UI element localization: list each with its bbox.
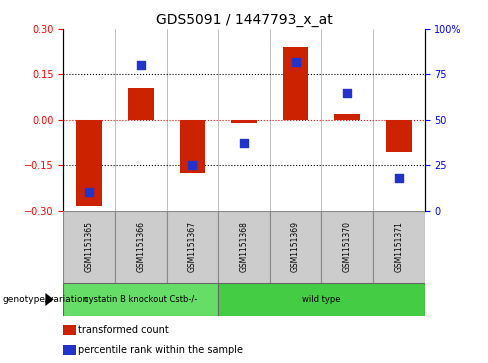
Point: [343, 90, 351, 95]
Bar: [63, 211, 115, 283]
Text: GSM1151367: GSM1151367: [188, 221, 197, 272]
Bar: [76, 120, 102, 206]
Text: GSM1151369: GSM1151369: [291, 221, 300, 272]
Point: [240, 140, 248, 146]
Bar: [115, 211, 166, 283]
Text: wild type: wild type: [302, 295, 341, 304]
Bar: [166, 211, 218, 283]
Polygon shape: [45, 293, 54, 306]
Text: GSM1151371: GSM1151371: [394, 221, 403, 272]
Bar: [231, 120, 257, 123]
Bar: [386, 120, 412, 152]
Title: GDS5091 / 1447793_x_at: GDS5091 / 1447793_x_at: [156, 13, 332, 26]
Point: [292, 59, 300, 65]
Bar: [128, 88, 154, 120]
Point: [85, 189, 93, 195]
Point: [137, 62, 145, 68]
Bar: [218, 283, 425, 316]
Text: cystatin B knockout Cstb-/-: cystatin B knockout Cstb-/-: [84, 295, 198, 304]
Bar: [63, 345, 76, 355]
Text: transformed count: transformed count: [78, 325, 169, 335]
Text: percentile rank within the sample: percentile rank within the sample: [78, 345, 243, 355]
Bar: [270, 211, 322, 283]
Bar: [322, 211, 373, 283]
Bar: [283, 47, 308, 120]
Text: GSM1151370: GSM1151370: [343, 221, 352, 272]
Bar: [180, 120, 205, 173]
Bar: [218, 211, 270, 283]
Point: [395, 175, 403, 181]
Text: GSM1151368: GSM1151368: [240, 221, 248, 272]
Text: GSM1151366: GSM1151366: [136, 221, 145, 272]
Bar: [334, 114, 360, 120]
Text: genotype/variation: genotype/variation: [2, 295, 89, 304]
Bar: [63, 283, 218, 316]
Bar: [63, 325, 76, 335]
Bar: [373, 211, 425, 283]
Point: [188, 162, 196, 168]
Text: GSM1151365: GSM1151365: [85, 221, 94, 272]
